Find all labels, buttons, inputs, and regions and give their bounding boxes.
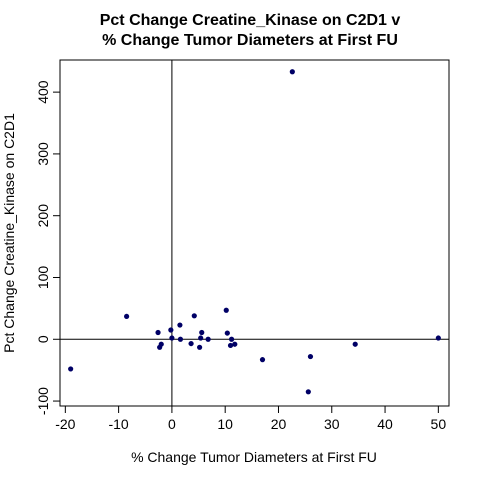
y-tick-label: 200: [35, 204, 51, 228]
data-point: [168, 327, 174, 333]
data-point: [158, 341, 164, 347]
data-point: [227, 342, 234, 349]
x-tick-label: -20: [55, 416, 75, 432]
chart-title-line2: % Change Tumor Diameters at First FU: [102, 32, 398, 49]
data-point: [177, 322, 183, 328]
data-point: [352, 341, 358, 347]
data-point: [68, 366, 74, 372]
data-point: [199, 329, 205, 336]
data-point: [188, 340, 194, 347]
data-point: [191, 313, 197, 319]
y-axis: -100 0 100 200 300 400: [35, 80, 60, 415]
data-point: [155, 329, 161, 336]
data-point: [198, 335, 204, 341]
chart-title-line1: Pct Change Creatine_Kinase on C2D1 v: [100, 12, 401, 29]
x-tick-label: 40: [377, 416, 393, 432]
data-point: [197, 344, 203, 350]
x-tick-label: -10: [108, 416, 128, 432]
data-point: [307, 353, 314, 360]
data-point: [259, 357, 266, 363]
y-tick-label: 300: [35, 142, 51, 166]
data-point: [232, 341, 238, 347]
y-tick-label: 0: [35, 335, 51, 343]
y-tick-label: 400: [35, 80, 51, 104]
plot-frame: [59, 59, 450, 407]
data-point: [228, 336, 235, 342]
x-tick-label: 30: [324, 416, 340, 432]
data-points: [68, 69, 441, 395]
reference-lines: [60, 60, 449, 406]
x-tick-label: 0: [168, 416, 176, 432]
data-point: [169, 335, 175, 341]
y-tick-label: 100: [35, 266, 51, 290]
x-tick-label: 50: [431, 416, 447, 432]
y-axis-label: Pct Change Creatine_Kinase on C2D1: [1, 113, 17, 353]
x-tick-label: 20: [271, 416, 287, 432]
data-point: [305, 389, 311, 395]
x-axis-label: % Change Tumor Diameters at First FU: [131, 449, 377, 465]
data-point: [289, 69, 295, 75]
x-axis: -20 -10 0 10 20 30 40 50: [55, 406, 446, 432]
data-point: [124, 313, 130, 320]
data-point: [223, 307, 229, 313]
x-tick-label: 10: [217, 416, 233, 432]
data-point: [224, 330, 230, 336]
data-point: [435, 335, 441, 341]
data-point: [177, 336, 184, 342]
y-tick-label: -100: [35, 387, 51, 415]
data-point: [205, 336, 211, 342]
